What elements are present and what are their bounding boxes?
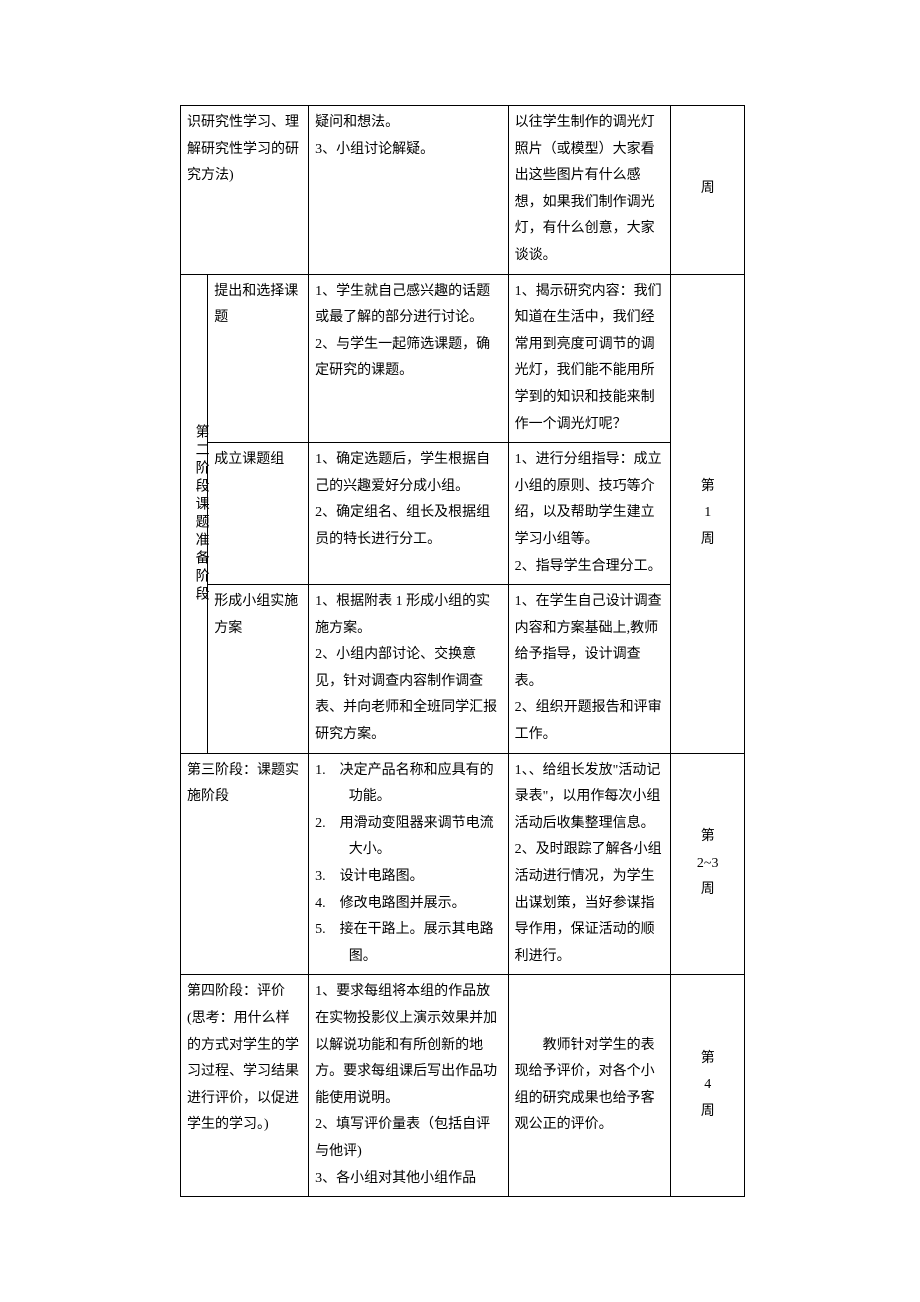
phase2-sub2-label: 成立课题组 [208,443,309,585]
phase4-student: 1、要求每组将本组的作品放在实物投影仪上演示效果并加以解说功能和有所创新的地方。… [309,975,509,1197]
text: 1、学生就自己感兴趣的话题或最了解的部分进行讨论。 2、与学生一起筛选课题，确定… [315,284,490,379]
list-item: 2. 用滑动变阻器来调节电流大小。 [315,811,502,864]
table-row: 形成小组实施方案 1、根据附表 1 形成小组的实施方案。 2、小组内部讨论、交换… [181,585,745,754]
phase4-teacher: 教师针对学生的表现给予评价，对各个小组的研究成果也给予客观公正的评价。 [508,975,671,1197]
phase2-sub2-teacher: 1、进行分组指导：成立小组的原则、技巧等介绍，以及帮助学生建立学习小组等。 2、… [508,443,671,585]
table-row: 第二阶段课题准备阶段 提出和选择课题 1、学生就自己感兴趣的话题或最了解的部分进… [181,274,745,443]
phase2-sub1-label: 提出和选择课题 [208,274,309,443]
phase3-student: 1. 决定产品名称和应具有的功能。 2. 用滑动变阻器来调节电流大小。 3. 设… [309,753,509,975]
phase1-sub-label: 识研究性学习、理解研究性学习的研究方法) [181,106,309,275]
text: 1、要求每组将本组的作品放在实物投影仪上演示效果并加以解说功能和有所创新的地方。… [315,984,497,1185]
phase3-time: 第 2~3 周 [671,753,745,975]
phase3-teacher: 1、、给组长发放"活动记录表"，以用作每次小组活动后收集整理信息。 2、及时跟踪… [508,753,671,975]
text: 教师针对学生的表现给予评价，对各个小组的研究成果也给予客观公正的评价。 [515,1033,665,1139]
list-item: 4. 修改电路图并展示。 [315,891,502,918]
phase2-sub2-student: 1、确定选题后，学生根据自己的兴趣爱好分成小组。 2、确定组名、组长及根据组员的… [309,443,509,585]
text: 第 2~3 周 [697,829,719,897]
phase1-student: 疑问和想法。 3、小组讨论解疑。 [309,106,509,275]
phase1-teacher: 以往学生制作的调光灯照片（或模型）大家看出这些图片有什么感想，如果我们制作调光灯… [508,106,671,275]
text: 1、、给组长发放"活动记录表"，以用作每次小组活动后收集整理信息。 2、及时跟踪… [515,763,662,964]
text: 第 4 周 [701,1051,715,1119]
phase2-sub1-student: 1、学生就自己感兴趣的话题或最了解的部分进行讨论。 2、与学生一起筛选课题，确定… [309,274,509,443]
phase4-label-cell: 第四阶段：评价 (思考：用什么样的方式对学生的学习过程、学习结果进行评价，以促进… [181,975,309,1197]
text: 1、在学生自己设计调查内容和方案基础上,教师给予指导，设计调查表。 2、组织开题… [515,594,662,742]
list-item: 5. 接在干路上。展示其电路图。 [315,917,502,970]
table-row: 第四阶段：评价 (思考：用什么样的方式对学生的学习过程、学习结果进行评价，以促进… [181,975,745,1197]
text: 1、确定选题后，学生根据自己的兴趣爱好分成小组。 2、确定组名、组长及根据组员的… [315,452,490,547]
text: 1、进行分组指导：成立小组的原则、技巧等介绍，以及帮助学生建立学习小组等。 2、… [515,452,662,573]
phase1-time: 周 [671,106,745,275]
table-row: 识研究性学习、理解研究性学习的研究方法) 疑问和想法。 3、小组讨论解疑。 以往… [181,106,745,275]
phase3-label: 第三阶段：课题实施阶段 [181,753,309,975]
table-row: 成立课题组 1、确定选题后，学生根据自己的兴趣爱好分成小组。 2、确定组名、组长… [181,443,745,585]
phase2-sub3-teacher: 1、在学生自己设计调查内容和方案基础上,教师给予指导，设计调查表。 2、组织开题… [508,585,671,754]
table-row: 第三阶段：课题实施阶段 1. 决定产品名称和应具有的功能。 2. 用滑动变阻器来… [181,753,745,975]
phase4-label: 第四阶段：评价 [187,984,285,999]
phase2-sub3-student: 1、根据附表 1 形成小组的实施方案。 2、小组内部讨论、交换意见，针对调查内容… [309,585,509,754]
research-plan-table: 识研究性学习、理解研究性学习的研究方法) 疑问和想法。 3、小组讨论解疑。 以往… [180,105,745,1197]
list-item: 3. 设计电路图。 [315,864,502,891]
list-item: 1. 决定产品名称和应具有的功能。 [315,758,502,811]
text: 1、根据附表 1 形成小组的实施方案。 2、小组内部讨论、交换意见，针对调查内容… [315,594,497,742]
phase2-label-cell: 第二阶段课题准备阶段 [181,274,208,753]
phase4-note: (思考：用什么样的方式对学生的学习过程、学习结果进行评价，以促进学生的学习。) [187,1011,299,1132]
phase2-label: 第二阶段课题准备阶段 [187,424,214,604]
phase2-sub1-teacher: 1、揭示研究内容：我们知道在生活中，我们经常用到亮度可调节的调光灯，我们能不能用… [508,274,671,443]
text: 第 1 周 [701,479,715,547]
phase2-sub3-label: 形成小组实施方案 [208,585,309,754]
phase2-time: 第 1 周 [671,274,745,753]
phase4-time: 第 4 周 [671,975,745,1197]
text: 疑问和想法。 3、小组讨论解疑。 [315,115,434,157]
